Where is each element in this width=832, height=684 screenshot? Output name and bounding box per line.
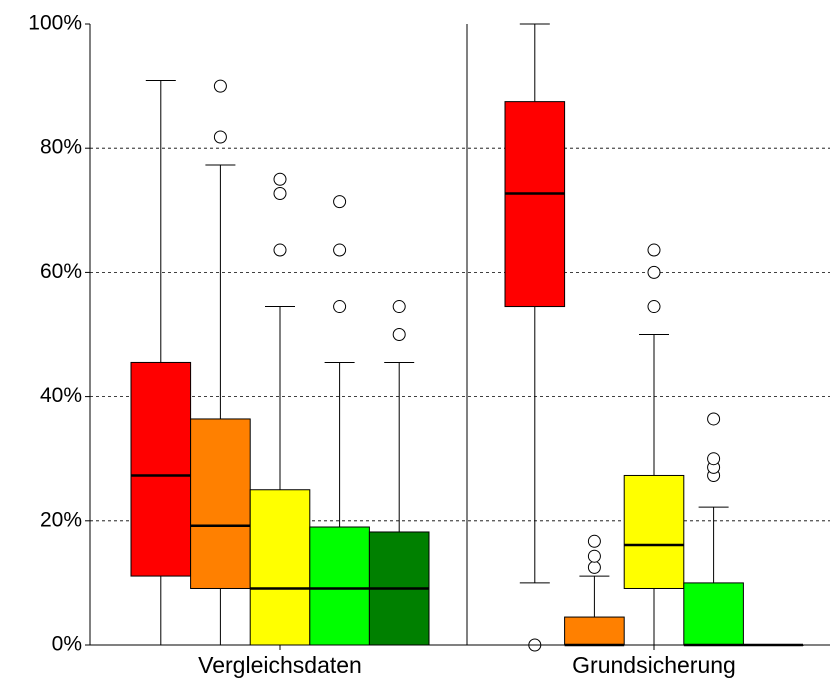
y-tick-label: 20% [40, 508, 82, 531]
outlier [392, 300, 406, 314]
outlier [647, 265, 661, 279]
outlier [273, 187, 287, 201]
box [190, 418, 251, 589]
outlier [333, 243, 347, 257]
y-tick-label: 0% [52, 633, 82, 656]
box [564, 616, 625, 646]
y-tick-label: 40% [40, 384, 82, 407]
outlier [647, 300, 661, 314]
box [309, 526, 370, 646]
outlier [273, 243, 287, 257]
outlier [587, 549, 601, 563]
x-tick-label: Grundsicherung [572, 652, 736, 678]
outlier [587, 534, 601, 548]
outlier [333, 195, 347, 209]
outlier [647, 243, 661, 257]
outlier [707, 452, 721, 466]
box [623, 474, 685, 589]
y-tick-label: 80% [40, 136, 82, 159]
outlier [273, 172, 287, 186]
box [683, 582, 744, 646]
outlier [392, 328, 406, 341]
box [130, 361, 192, 577]
box [504, 101, 566, 308]
outlier [213, 79, 227, 93]
outlier [707, 412, 721, 426]
y-tick-label: 100% [28, 12, 82, 35]
x-tick-label: Vergleichsdaten [198, 652, 362, 678]
outlier [587, 560, 601, 574]
y-tick-label: 60% [40, 260, 82, 283]
outlier [333, 300, 347, 314]
box [249, 489, 311, 646]
outlier [213, 130, 227, 144]
